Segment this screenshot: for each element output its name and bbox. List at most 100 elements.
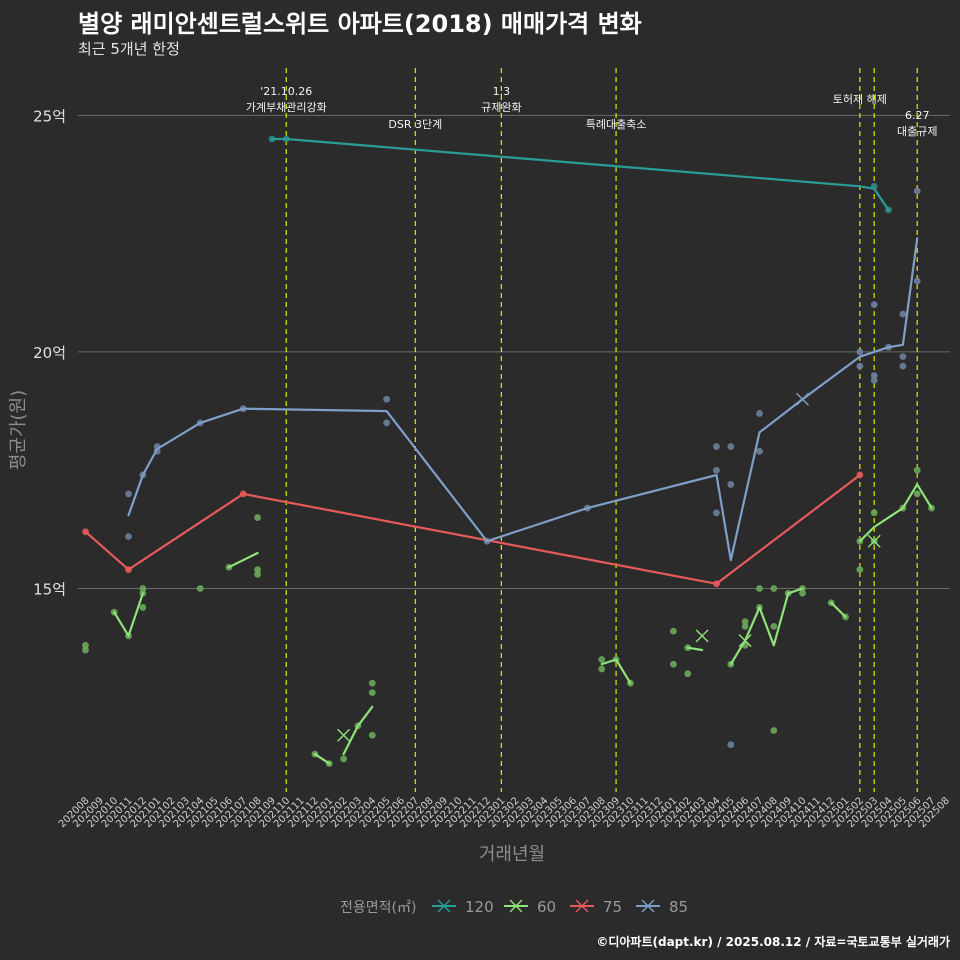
point-85: [713, 443, 720, 450]
cross-stroke: [337, 728, 351, 742]
point-60: [368, 689, 376, 697]
point-60: [670, 627, 677, 635]
point-60: [684, 670, 692, 678]
point-85: [125, 533, 132, 540]
series-line-120: [270, 137, 890, 212]
point-85: [125, 490, 132, 498]
legend-label: 85: [669, 898, 688, 916]
y-tick-label: 15억: [33, 581, 66, 599]
point-60: [870, 509, 878, 517]
legend-swatch-cross: [641, 899, 655, 913]
source-footer: ©디아파트(dapt.kr) / 2025.08.12 / 자료=국토교통부 실…: [596, 935, 950, 949]
legend-item-60: 60: [504, 898, 556, 916]
event-label: 토허제 해제: [833, 92, 887, 106]
cross-stroke: [796, 392, 809, 406]
point-60: [139, 604, 147, 611]
point-60: [741, 622, 749, 630]
event-label: 규제완화: [481, 101, 521, 114]
point-85: [899, 310, 907, 318]
event-label: 특례대출축소: [586, 118, 647, 131]
y-axis-title: 평균가(원): [8, 390, 29, 470]
cross-marker-60: [867, 534, 881, 548]
legend-swatch-cross: [509, 899, 523, 913]
series-line-60: [227, 551, 259, 569]
series-line-85: [127, 237, 919, 562]
point-60: [82, 641, 89, 649]
legend-swatch-cross: [575, 899, 589, 913]
point-60: [756, 585, 763, 592]
series-line-60: [729, 587, 804, 666]
series-line-60: [113, 592, 144, 637]
point-85: [713, 466, 720, 474]
cross-stroke: [867, 534, 881, 548]
cross-marker-85: [796, 392, 809, 406]
point-85: [383, 395, 391, 403]
cross-stroke: [695, 629, 709, 643]
point-85: [727, 481, 735, 488]
legend-swatch-cross: [437, 899, 451, 913]
chart-title: 별양 래미안센트럴스위트 아파트(2018) 매매가격 변화: [78, 10, 642, 38]
point-60: [598, 665, 606, 673]
event-label: DSR 3단계: [388, 118, 442, 131]
legend-title: 전용면적(㎡): [340, 900, 416, 916]
cross-stroke: [738, 634, 752, 648]
point-60: [598, 656, 606, 663]
point-60: [770, 585, 778, 592]
point-60: [913, 490, 921, 498]
point-60: [340, 755, 348, 763]
series-line-60: [342, 705, 374, 756]
y-tick-label: 20억: [33, 344, 66, 362]
point-60: [254, 566, 261, 573]
series-line-60: [313, 752, 331, 765]
y-tick-label: 25억: [33, 107, 66, 125]
point-60: [139, 585, 147, 592]
cross-marker-60: [337, 728, 351, 742]
point-60: [368, 731, 376, 739]
series-line-75: [84, 473, 862, 585]
event-label: '21.10.26: [260, 85, 312, 98]
point-85: [383, 419, 391, 427]
point-60: [856, 566, 864, 573]
point-85: [756, 447, 763, 455]
point-85: [899, 362, 907, 370]
x-axis-title: 거래년월: [479, 844, 545, 865]
point-85: [899, 353, 907, 361]
legend-item-85: 85: [636, 898, 688, 916]
event-label: 1.3: [493, 85, 511, 98]
series-line-60: [600, 658, 632, 685]
point-85: [870, 376, 878, 384]
point-85: [713, 509, 720, 517]
point-85: [870, 372, 878, 379]
point-85: [870, 301, 878, 309]
point-60: [254, 570, 261, 578]
point-85: [913, 277, 921, 285]
legend-item-75: 75: [570, 898, 622, 916]
point-60: [670, 660, 677, 668]
point-60: [196, 585, 204, 592]
series-line-60: [686, 646, 704, 652]
point-85: [756, 410, 763, 417]
point-60: [913, 466, 921, 474]
point-60: [254, 514, 261, 521]
legend-item-120: 120: [432, 898, 494, 916]
point-85: [727, 443, 735, 450]
point-60: [741, 618, 749, 626]
point-85: [727, 741, 735, 749]
series-line-60: [830, 601, 847, 619]
cross-marker-60: [738, 634, 752, 648]
point-60: [82, 646, 89, 654]
point-60: [799, 589, 806, 597]
point-85: [856, 362, 864, 370]
series-line-60: [858, 483, 933, 543]
legend-label: 75: [603, 898, 622, 916]
legend-label: 60: [537, 898, 556, 916]
point-85: [913, 187, 921, 195]
event-label: 대출규제: [897, 125, 937, 138]
point-60: [368, 679, 376, 687]
event-label: 6.27: [905, 109, 930, 122]
event-label: 가계부채관리강화: [246, 101, 327, 114]
point-60: [770, 727, 778, 734]
legend-label: 120: [465, 898, 494, 916]
